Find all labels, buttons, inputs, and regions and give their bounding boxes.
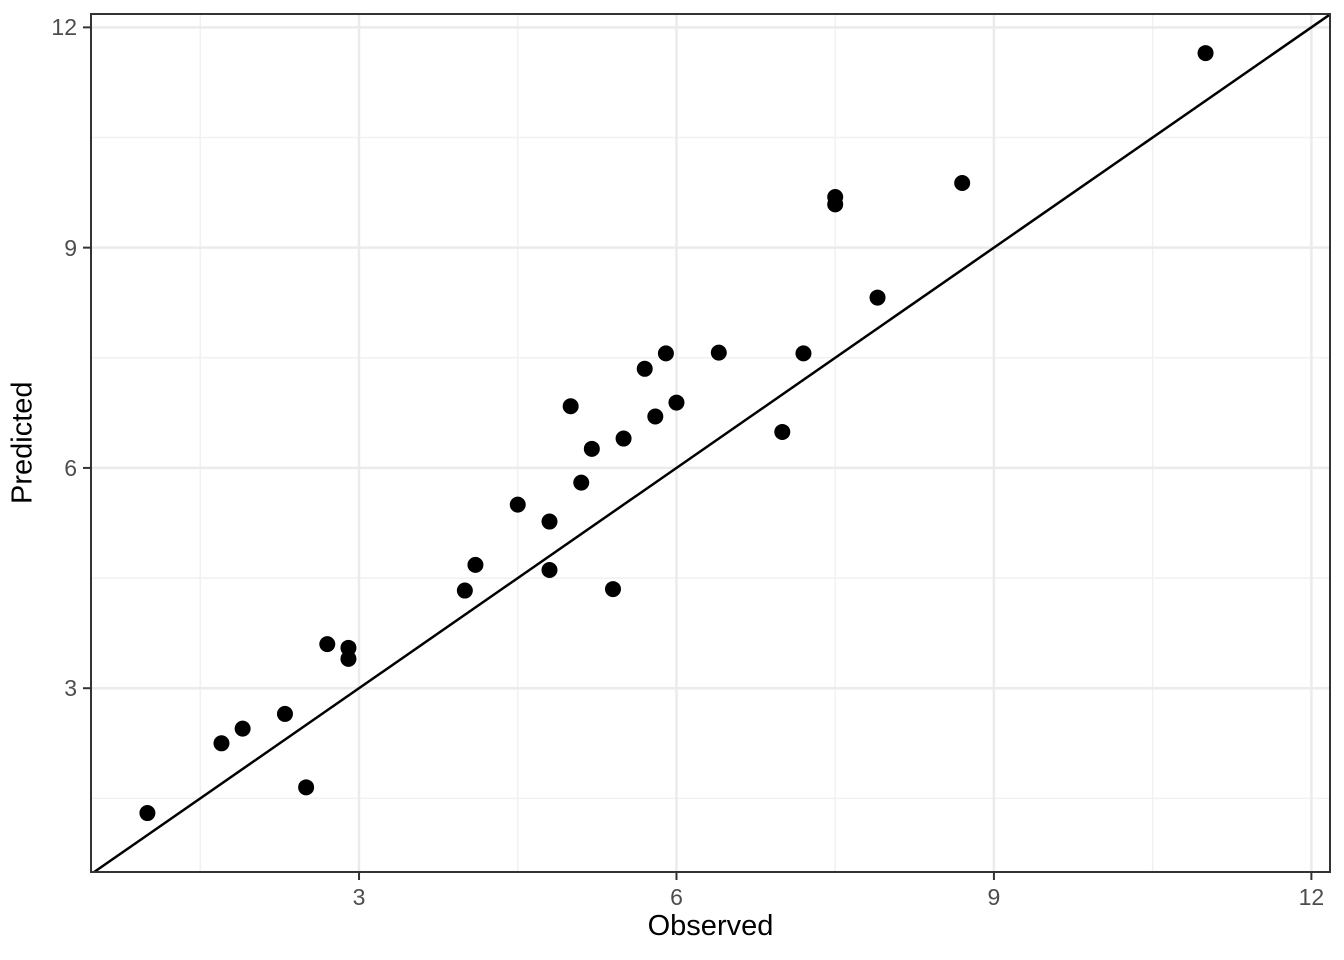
data-point [234,720,251,737]
data-point [456,582,473,599]
data-point [509,496,526,513]
data-point [573,474,590,491]
data-point [583,440,600,457]
panel-border [90,13,1331,873]
identity-line [93,13,1331,874]
data-point [467,556,484,573]
data-point [276,705,293,722]
y-tick-label: 6 [64,454,77,481]
y-tick-label: 3 [64,675,77,702]
y-axis-title: Predicted [6,381,39,505]
data-point [213,735,230,752]
x-tick-label: 9 [987,884,1001,910]
data-point [615,430,632,447]
data-point [636,360,653,377]
y-tick-label: 12 [51,14,77,41]
data-point [298,779,315,796]
data-point [774,423,791,440]
data-point [954,175,971,192]
data-point [541,561,558,578]
data-point [795,345,812,362]
data-point [647,408,664,425]
data-point [541,513,558,530]
data-point [139,805,156,822]
data-point [562,398,579,415]
x-tick-label: 3 [352,884,366,910]
data-point [827,196,844,213]
data-point [657,345,674,362]
data-point [319,636,336,653]
data-point [710,344,727,361]
data-point [340,650,357,667]
data-point [668,394,685,411]
x-axis-title: Observed [647,910,774,942]
data-point [869,289,886,306]
data-point [340,639,357,656]
y-tick-label: 9 [64,234,77,261]
x-tick-label: 12 [1298,884,1325,910]
data-point [604,581,621,598]
x-tick-label: 6 [670,884,683,910]
data-point [1197,45,1214,62]
